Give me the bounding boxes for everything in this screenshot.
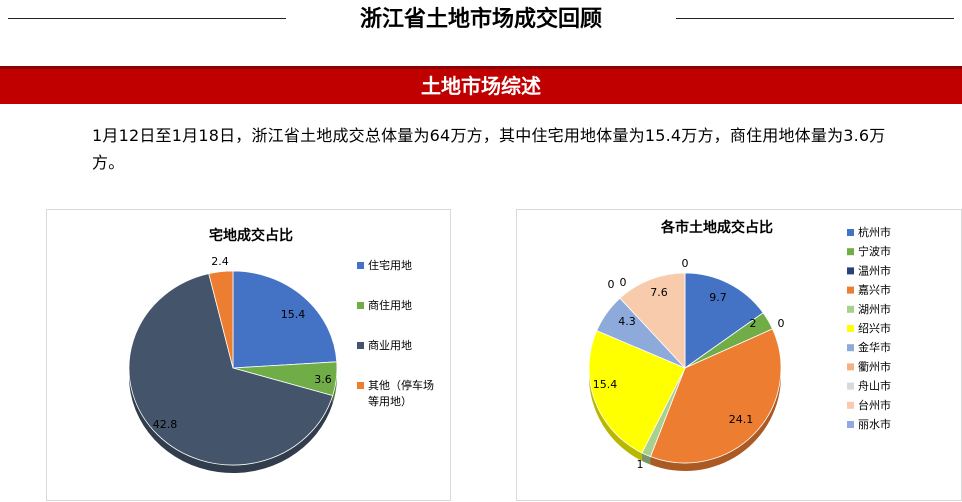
legend-label: 丽水市: [858, 417, 891, 431]
data-label: 0: [620, 276, 627, 289]
pie-slice: [128, 273, 334, 466]
pie-depth: [129, 368, 337, 474]
legend-label: 杭州市: [858, 225, 891, 239]
legend-swatch: [357, 342, 364, 349]
data-label: 24.1: [729, 413, 754, 426]
legend-swatch: [847, 229, 854, 236]
legend-label: 金华市: [858, 340, 891, 354]
data-label: 7.6: [650, 286, 668, 299]
legend-swatch: [357, 302, 364, 309]
pie-slice-side: [332, 368, 337, 404]
pie-chart-land-type: 宅地成交占比 15.4 3.6 42.8 2.4 住宅用地商住用地商业用地其他（停车场等用…: [128, 227, 434, 474]
legend-swatch: [847, 401, 854, 409]
legend-label: 其他（停车场: [368, 378, 434, 392]
pie-slice-side: [650, 368, 781, 471]
pie-slice: [684, 272, 764, 369]
pie-slice: [619, 272, 686, 370]
data-label: 0: [682, 257, 689, 270]
legend-swatch: [357, 382, 364, 389]
title-rule-left: [8, 18, 286, 19]
legend-label: 住宅用地: [368, 258, 412, 272]
chart-title: 各市土地成交占比: [660, 219, 773, 236]
legend-label: 舟山市: [858, 379, 891, 393]
legend-swatch: [847, 363, 854, 371]
summary-text: 1月12日至1月18日，浙江省土地成交总体量为64万方，其中住宅用地体量为15.…: [92, 126, 886, 172]
legend-swatch: [847, 267, 854, 275]
legend-label: 台州市: [858, 398, 891, 412]
legend-swatch: [847, 344, 854, 352]
legend-label: 衢州市: [858, 359, 891, 373]
pie-slice: [649, 328, 782, 464]
pie-slice: [588, 330, 686, 454]
legend-label: 宁波市: [858, 244, 891, 258]
legend-swatch: [847, 325, 854, 332]
page-title: 浙江省土地市场成交回顾: [359, 7, 602, 32]
legend-label: 商住用地: [368, 298, 412, 312]
data-label: 1: [637, 458, 644, 471]
data-label: 15.4: [593, 378, 618, 391]
data-label: 42.8: [153, 418, 178, 431]
section-title: 土地市场综述: [421, 74, 541, 98]
chart-panel-city: 各市土地成交占比 9.7 2 0 24.1 1 15.4 4.3 0 0 7.6 0 杭州市 宁波市 温州市…: [516, 209, 962, 501]
legend-label: 商业用地: [368, 338, 412, 352]
title-rule-right: [676, 18, 954, 19]
section-header-bar: 土地市场综述: [0, 66, 962, 104]
legend-swatch: [847, 286, 854, 294]
pie-slice: [208, 270, 234, 369]
data-label: 15.4: [281, 308, 306, 321]
data-label: 9.7: [709, 291, 727, 304]
data-label: 0: [778, 317, 785, 330]
legend-swatch: [847, 305, 854, 313]
pie-slice-side: [589, 368, 642, 461]
legend-label: 绍兴市: [858, 321, 891, 335]
legend-swatch: [847, 382, 854, 390]
legend-label: 湖州市: [858, 302, 891, 316]
legend-swatch: [357, 262, 364, 269]
chart-title: 宅地成交占比: [209, 227, 293, 244]
legend-label: 温州市: [858, 263, 891, 277]
legend-swatch: [847, 421, 854, 428]
legend-swatch: [847, 248, 854, 256]
chart-panel-land-type: 宅地成交占比 15.4 3.6 42.8 2.4 住宅用地商住用地商业用地其他（停车场 等用…: [46, 209, 451, 501]
data-label: 2.4: [211, 255, 229, 268]
data-label: 3.6: [314, 373, 332, 386]
data-label: 0: [608, 278, 615, 291]
legend-label: 嘉兴市: [858, 283, 891, 297]
data-label: 4.3: [618, 315, 636, 328]
data-label: 2: [750, 317, 757, 330]
legend-label: 等用地）: [368, 394, 412, 408]
pie-slice: [232, 270, 338, 369]
